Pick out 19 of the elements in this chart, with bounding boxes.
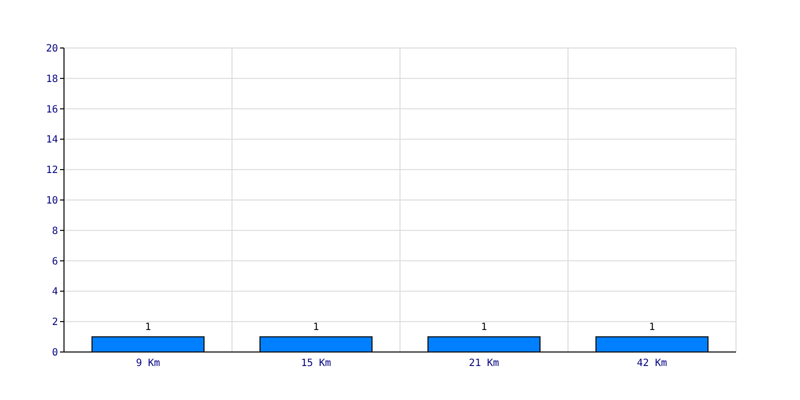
y-tick-label: 4 [52, 286, 58, 298]
y-tick-label: 6 [52, 256, 58, 268]
y-tick-label: 12 [46, 165, 58, 176]
x-tick-label: 21 Km [468, 358, 500, 369]
y-tick-label: 20 [46, 44, 58, 54]
data-label: 1 [648, 322, 655, 333]
x-tick-label: 9 Km [136, 358, 160, 369]
data-label: 1 [480, 322, 488, 333]
y-tick-label: 14 [46, 134, 58, 146]
y-tick-label: 2 [52, 317, 58, 328]
data-label: 1 [312, 322, 320, 333]
y-tick-label: 8 [52, 226, 58, 237]
y-tick-label: 0 [52, 348, 58, 358]
x-tick-label: 15 Km [300, 358, 332, 369]
y-tick-label: 18 [46, 74, 58, 85]
data-label: 1 [145, 322, 152, 333]
x-tick-label: 42 Km [636, 358, 668, 369]
y-tick-label: 16 [46, 104, 58, 116]
y-tick-label: 10 [46, 196, 58, 206]
